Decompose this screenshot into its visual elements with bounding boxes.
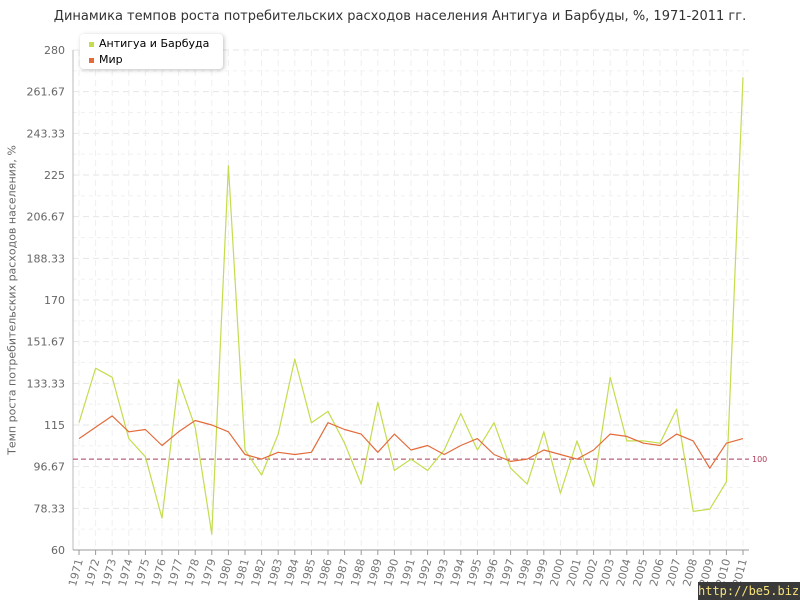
legend-label-antigua: Антигуа и Барбуда — [99, 37, 210, 50]
y-tick-label: 78.33 — [34, 502, 66, 515]
legend-item-world[interactable]: Мир — [89, 53, 123, 66]
legend: Антигуа и Барбуда Мир — [80, 34, 223, 69]
y-tick-label: 115 — [44, 419, 65, 432]
y-tick-label: 133.33 — [27, 377, 66, 390]
y-tick-label: 280 — [44, 44, 65, 57]
series-line-world — [78, 415, 744, 469]
y-tick-labels: 60 78.33 96.67 115 133.33 151.67 170 188.33 206.… — [27, 44, 66, 557]
y-tick-label: 60 — [51, 544, 65, 557]
y-tick-label: 206.67 — [27, 211, 66, 224]
y-tick-label: 225 — [44, 169, 65, 182]
legend-item-antigua[interactable]: Антигуа и Барбуда — [89, 37, 209, 50]
chart-title: Динамика темпов роста потребительских ра… — [53, 9, 747, 24]
grid-lines — [73, 49, 749, 550]
series-lines — [78, 77, 744, 535]
y-tick-label: 151.67 — [27, 336, 66, 349]
axes — [72, 50, 749, 555]
x-tick-labels: 1971197219731974197519761977197819791980… — [66, 557, 750, 587]
legend-swatch-world — [89, 57, 94, 63]
reference-line-label: 100 — [752, 455, 767, 464]
y-tick-label: 188.33 — [27, 252, 66, 265]
series-line-antigua — [78, 77, 744, 535]
y-tick-label: 243.33 — [27, 127, 66, 140]
y-tick-label: 170 — [44, 294, 65, 307]
y-tick-label: 261.67 — [27, 86, 66, 99]
legend-swatch-antigua — [89, 41, 94, 47]
y-tick-label: 96.67 — [34, 461, 66, 474]
legend-label-world: Мир — [99, 53, 123, 66]
watermark-link[interactable]: http://be5.biz/ — [698, 582, 800, 600]
